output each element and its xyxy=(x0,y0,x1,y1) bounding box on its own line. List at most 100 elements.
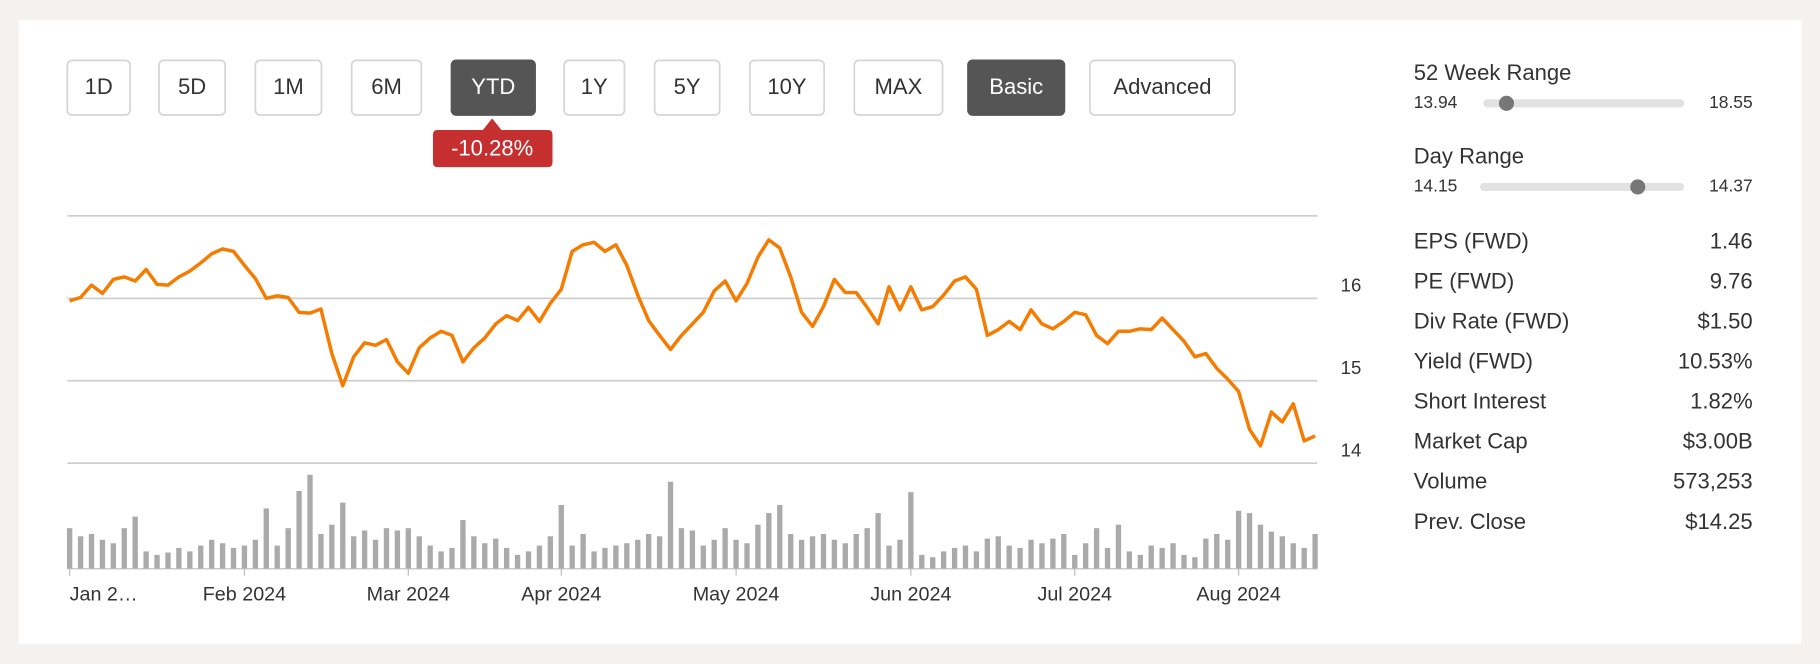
button-bg[interactable] xyxy=(748,59,825,116)
volume-bar xyxy=(198,545,204,569)
volume-bar xyxy=(460,520,466,569)
volume-bar xyxy=(1093,528,1100,569)
button-label[interactable]: 1Y xyxy=(581,74,608,99)
volume-bar xyxy=(1203,538,1209,569)
button-label[interactable]: YTD xyxy=(471,74,515,99)
volume-bar xyxy=(307,474,313,569)
x-tick-label: Jun 2024 xyxy=(870,584,951,606)
volume-bar xyxy=(1082,543,1089,569)
toolbar-button[interactable]: 10Y xyxy=(748,59,825,116)
volume-bar xyxy=(547,536,554,569)
volume-bar xyxy=(503,547,510,569)
volume-bar xyxy=(962,545,969,569)
button-label[interactable]: 10Y xyxy=(767,74,807,99)
stat-value: $3.00B xyxy=(1683,429,1753,454)
button-bg[interactable] xyxy=(1089,59,1236,116)
toolbar-button[interactable]: YTD xyxy=(450,59,536,116)
toolbar-button[interactable]: Advanced xyxy=(1089,59,1236,116)
button-bg[interactable] xyxy=(450,59,536,116)
volume-bar xyxy=(864,528,870,569)
volume-bar xyxy=(525,551,532,569)
volume-bar xyxy=(154,554,160,569)
button-bg[interactable] xyxy=(853,59,944,116)
volume-bar xyxy=(613,545,619,569)
toolbar-button[interactable]: 6M xyxy=(350,59,423,116)
volume-bar xyxy=(318,533,324,569)
volume-bar xyxy=(99,539,106,569)
volume-bar xyxy=(1148,545,1154,569)
volume-bar xyxy=(1312,533,1318,569)
volume-bar xyxy=(777,504,783,569)
volume-bar xyxy=(1257,524,1264,569)
volume-bar xyxy=(110,543,117,569)
volume-bar xyxy=(744,543,750,569)
volume-bar xyxy=(886,545,892,569)
toolbar-button[interactable]: 5D xyxy=(158,59,227,116)
button-label[interactable]: 5Y xyxy=(674,74,701,99)
volume-bar xyxy=(635,539,641,569)
button-label[interactable]: Basic xyxy=(989,74,1043,99)
stat-label: Short Interest xyxy=(1414,389,1546,414)
volume-bar xyxy=(88,533,95,569)
button-bg[interactable] xyxy=(158,59,227,116)
button-bg[interactable] xyxy=(563,59,626,116)
volume-bar xyxy=(1017,547,1023,569)
volume-bar xyxy=(919,554,925,569)
x-tick-label: Apr 2024 xyxy=(521,584,601,606)
volume-bar xyxy=(1137,554,1143,569)
volume-bar xyxy=(711,539,717,569)
volume-bar xyxy=(121,528,127,569)
volume-bar xyxy=(471,536,477,569)
range-high: 18.55 xyxy=(1709,92,1753,112)
x-tick-label: Aug 2024 xyxy=(1196,584,1280,606)
volume-bar xyxy=(1214,533,1220,569)
button-bg[interactable] xyxy=(350,59,423,116)
volume-bar xyxy=(853,533,859,569)
stat-label: Market Cap xyxy=(1414,429,1528,454)
volume-bar xyxy=(788,533,794,569)
stat-label: EPS (FWD) xyxy=(1414,228,1529,253)
toolbar-button[interactable]: 5Y xyxy=(653,59,721,116)
toolbar-button[interactable]: Basic xyxy=(967,59,1066,116)
volume-bar xyxy=(580,533,586,569)
button-label[interactable]: 5D xyxy=(178,74,206,99)
button-bg[interactable] xyxy=(653,59,721,116)
volume-bar xyxy=(1246,513,1253,569)
button-label[interactable]: 1D xyxy=(85,74,113,99)
stat-value: 10.53% xyxy=(1678,349,1753,374)
button-label[interactable]: MAX xyxy=(875,74,923,99)
toolbar-button[interactable]: 1M xyxy=(254,59,323,116)
volume-bar xyxy=(766,513,772,569)
toolbar-button[interactable]: MAX xyxy=(853,59,944,116)
volume-bar xyxy=(383,528,390,569)
volume-bar xyxy=(558,504,564,569)
volume-bar xyxy=(689,530,696,569)
button-label[interactable]: 6M xyxy=(371,74,402,99)
stat-label: Yield (FWD) xyxy=(1414,349,1533,374)
volume-bar xyxy=(733,539,739,569)
button-label[interactable]: 1M xyxy=(273,74,304,99)
stat-value: 1.82% xyxy=(1690,389,1753,414)
volume-bar xyxy=(176,547,182,569)
volume-bar xyxy=(252,539,259,569)
volume-bar xyxy=(591,551,597,569)
button-label[interactable]: Advanced xyxy=(1113,74,1211,99)
volume-bar xyxy=(1126,551,1133,569)
volume-bar xyxy=(361,530,368,569)
toolbar-button[interactable]: 1D xyxy=(66,59,131,116)
volume-bar xyxy=(1235,510,1242,569)
volume-bar xyxy=(1181,554,1187,569)
toolbar-button[interactable]: 1Y xyxy=(563,59,626,116)
volume-bar xyxy=(645,533,652,569)
button-bg[interactable] xyxy=(967,59,1066,116)
volume-bar xyxy=(143,551,149,569)
x-tick-label: Mar 2024 xyxy=(367,584,450,606)
button-bg[interactable] xyxy=(66,59,131,116)
volume-bar xyxy=(1301,547,1307,569)
volume-bar xyxy=(1192,557,1198,569)
volume-bar xyxy=(208,539,215,569)
volume-bar xyxy=(372,539,379,569)
button-bg[interactable] xyxy=(254,59,323,116)
